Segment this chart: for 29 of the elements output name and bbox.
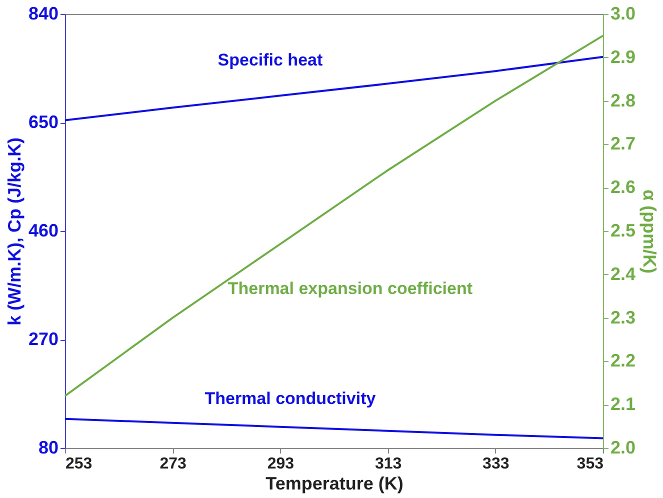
y2-tick-label: 2.8: [610, 90, 636, 110]
x-tick-label: 333: [482, 456, 510, 472]
x-axis-title: Temperature (K): [266, 474, 404, 494]
y-tick-label: 460: [28, 220, 58, 240]
x-tick-label: 293: [267, 456, 294, 472]
y2-tick-label: 2.1: [610, 394, 636, 414]
y2-tick-label: 3.0: [610, 4, 636, 24]
y-tick-label: 840: [28, 4, 58, 24]
annotation: Thermal conductivity: [204, 388, 376, 408]
x-tick-label: 273: [160, 456, 187, 472]
y2-axis-title: α (ppm/K): [640, 189, 660, 274]
y2-tick-label: 2.4: [610, 264, 636, 284]
y-tick-label: 80: [38, 438, 58, 458]
y-tick-label: 270: [28, 329, 58, 349]
y2-tick-label: 2.3: [610, 307, 636, 328]
y2-tick-label: 2.0: [610, 438, 636, 458]
y2-tick-label: 2.6: [610, 177, 636, 198]
y2-tick-label: 2.5: [610, 220, 636, 240]
x-tick-label: 353: [576, 456, 604, 472]
line-series: [64, 418, 604, 440]
x-tick-label: 313: [374, 456, 402, 472]
annotation: Thermal expansion coefficient: [228, 279, 473, 298]
y-axis-title: k (W/m.K), Cp (J/kg.K): [4, 137, 24, 326]
annotation: Specific heat: [218, 50, 323, 70]
y-tick-label: 650: [28, 112, 58, 132]
y2-tick-label: 2.7: [610, 134, 636, 154]
x-tick-label: 253: [66, 456, 92, 472]
y2-tick-label: 2.2: [610, 350, 636, 371]
y2-tick-label: 2.9: [610, 46, 636, 67]
